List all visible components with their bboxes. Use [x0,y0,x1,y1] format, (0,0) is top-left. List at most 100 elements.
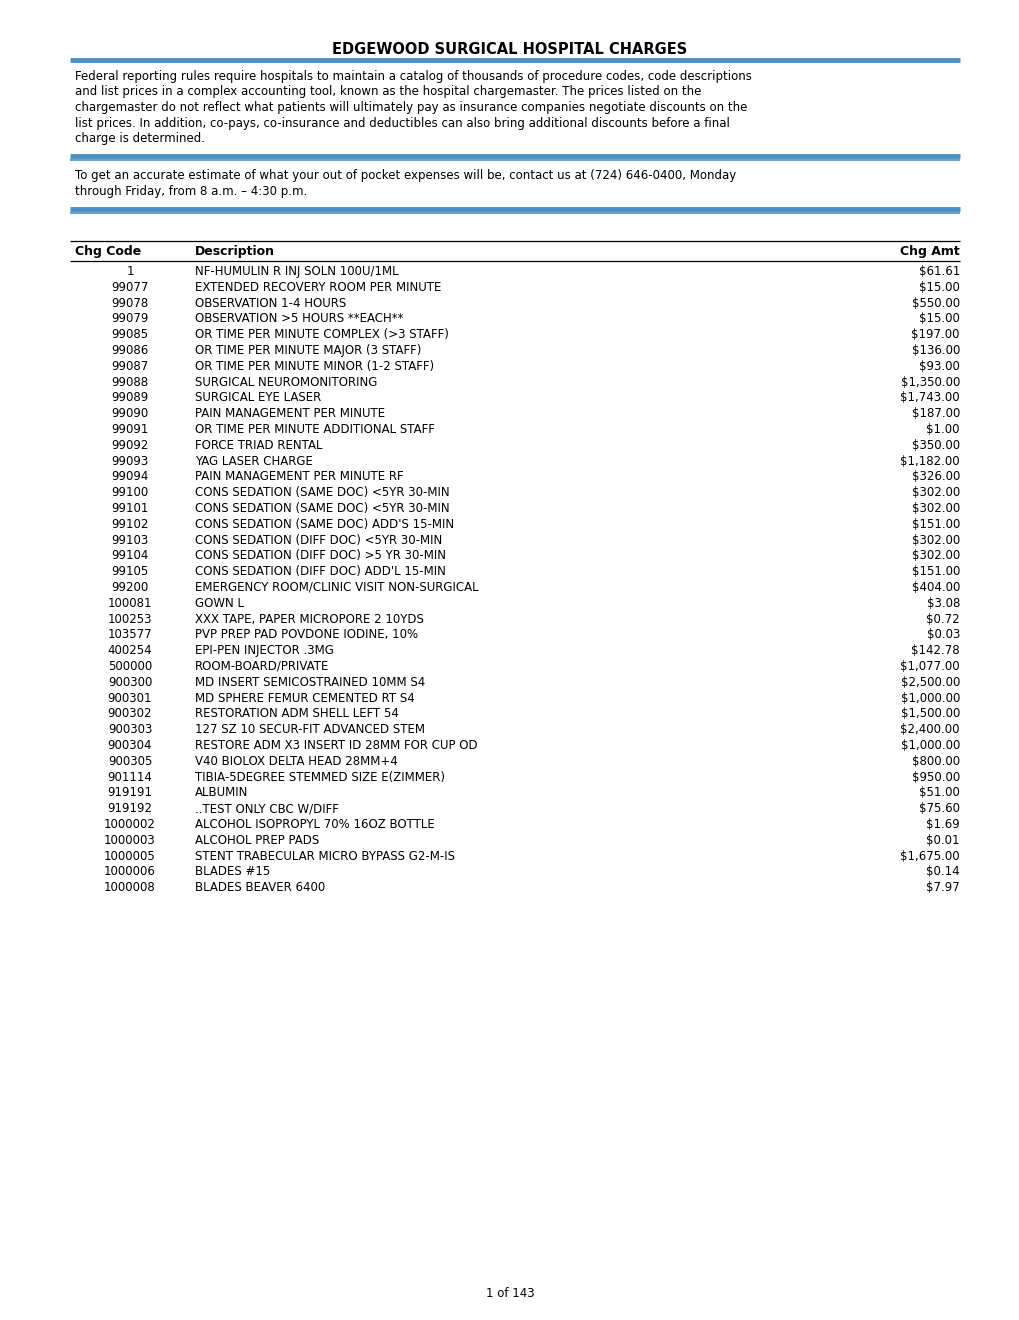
Text: ALCOHOL PREP PADS: ALCOHOL PREP PADS [195,834,319,847]
Text: $3.08: $3.08 [925,597,959,610]
Text: 99085: 99085 [111,329,149,341]
Text: 900300: 900300 [108,676,152,689]
Text: $15.00: $15.00 [918,281,959,294]
Text: $1,077.00: $1,077.00 [900,660,959,673]
Text: $0.01: $0.01 [925,834,959,847]
Text: EXTENDED RECOVERY ROOM PER MINUTE: EXTENDED RECOVERY ROOM PER MINUTE [195,281,441,294]
Text: ..TEST ONLY CBC W/DIFF: ..TEST ONLY CBC W/DIFF [195,803,338,816]
Text: V40 BIOLOX DELTA HEAD 28MM+4: V40 BIOLOX DELTA HEAD 28MM+4 [195,755,397,768]
Text: $326.00: $326.00 [911,470,959,483]
Text: $302.00: $302.00 [911,533,959,546]
Text: list prices. In addition, co-pays, co-insurance and deductibles can also bring a: list prices. In addition, co-pays, co-in… [75,116,730,129]
Text: 900305: 900305 [108,755,152,768]
Text: 900302: 900302 [108,708,152,721]
Text: $0.03: $0.03 [925,628,959,642]
Text: 99089: 99089 [111,392,149,404]
Text: 99088: 99088 [111,376,149,388]
Text: 100253: 100253 [108,612,152,626]
Text: 919191: 919191 [107,787,153,800]
Text: OBSERVATION >5 HOURS **EACH**: OBSERVATION >5 HOURS **EACH** [195,313,404,326]
Text: 99100: 99100 [111,486,149,499]
Text: 1000008: 1000008 [104,882,156,894]
Text: To get an accurate estimate of what your out of pocket expenses will be, contact: To get an accurate estimate of what your… [75,169,736,182]
Text: $151.00: $151.00 [911,565,959,578]
Text: $51.00: $51.00 [918,787,959,800]
Text: 99079: 99079 [111,313,149,326]
Text: PAIN MANAGEMENT PER MINUTE: PAIN MANAGEMENT PER MINUTE [195,407,385,420]
Text: 1000005: 1000005 [104,850,156,862]
Text: $1,675.00: $1,675.00 [900,850,959,862]
Text: CONS SEDATION (SAME DOC) ADD'S 15-MIN: CONS SEDATION (SAME DOC) ADD'S 15-MIN [195,517,453,531]
Text: $197.00: $197.00 [911,329,959,341]
Text: $800.00: $800.00 [911,755,959,768]
Text: 99091: 99091 [111,422,149,436]
Text: $2,400.00: $2,400.00 [900,723,959,737]
Text: EMERGENCY ROOM/CLINIC VISIT NON-SURGICAL: EMERGENCY ROOM/CLINIC VISIT NON-SURGICAL [195,581,478,594]
Text: TIBIA-5DEGREE STEMMED SIZE E(ZIMMER): TIBIA-5DEGREE STEMMED SIZE E(ZIMMER) [195,771,444,784]
Text: 919192: 919192 [107,803,153,816]
Text: 1: 1 [126,265,133,279]
Text: 99200: 99200 [111,581,149,594]
Text: $302.00: $302.00 [911,549,959,562]
Text: $15.00: $15.00 [918,313,959,326]
Text: and list prices in a complex accounting tool, known as the hospital chargemaster: and list prices in a complex accounting … [75,86,701,99]
Text: RESTORATION ADM SHELL LEFT 54: RESTORATION ADM SHELL LEFT 54 [195,708,398,721]
Text: 1 of 143: 1 of 143 [485,1287,534,1300]
Text: 900304: 900304 [108,739,152,752]
Text: Description: Description [195,244,275,257]
Text: 1000002: 1000002 [104,818,156,832]
Text: $1,182.00: $1,182.00 [900,454,959,467]
Text: $136.00: $136.00 [911,345,959,356]
Text: XXX TAPE, PAPER MICROPORE 2 10YDS: XXX TAPE, PAPER MICROPORE 2 10YDS [195,612,424,626]
Text: $1,743.00: $1,743.00 [900,392,959,404]
Text: EDGEWOOD SURGICAL HOSPITAL CHARGES: EDGEWOOD SURGICAL HOSPITAL CHARGES [332,42,687,57]
Text: PAIN MANAGEMENT PER MINUTE RF: PAIN MANAGEMENT PER MINUTE RF [195,470,404,483]
Text: 901114: 901114 [107,771,152,784]
Text: $142.78: $142.78 [911,644,959,657]
Text: OBSERVATION 1-4 HOURS: OBSERVATION 1-4 HOURS [195,297,345,310]
Text: BLADES BEAVER 6400: BLADES BEAVER 6400 [195,882,325,894]
Text: $0.72: $0.72 [925,612,959,626]
Text: 99102: 99102 [111,517,149,531]
Text: EPI-PEN INJECTOR .3MG: EPI-PEN INJECTOR .3MG [195,644,333,657]
Text: $1,000.00: $1,000.00 [900,739,959,752]
Text: 99093: 99093 [111,454,149,467]
Text: $187.00: $187.00 [911,407,959,420]
Text: 500000: 500000 [108,660,152,673]
Text: 99101: 99101 [111,502,149,515]
Text: $151.00: $151.00 [911,517,959,531]
Text: $404.00: $404.00 [911,581,959,594]
Text: 900301: 900301 [108,692,152,705]
Text: $61.61: $61.61 [918,265,959,279]
Text: CONS SEDATION (SAME DOC) <5YR 30-MIN: CONS SEDATION (SAME DOC) <5YR 30-MIN [195,502,449,515]
Text: 103577: 103577 [108,628,152,642]
Text: Chg Amt: Chg Amt [900,244,959,257]
Text: chargemaster do not reflect what patients will ultimately pay as insurance compa: chargemaster do not reflect what patient… [75,102,747,114]
Text: ALBUMIN: ALBUMIN [195,787,249,800]
Text: $1,500.00: $1,500.00 [900,708,959,721]
Text: $1,000.00: $1,000.00 [900,692,959,705]
Text: Federal reporting rules require hospitals to maintain a catalog of thousands of : Federal reporting rules require hospital… [75,70,751,83]
Text: OR TIME PER MINUTE COMPLEX (>3 STAFF): OR TIME PER MINUTE COMPLEX (>3 STAFF) [195,329,448,341]
Text: 1000006: 1000006 [104,866,156,878]
Text: $302.00: $302.00 [911,486,959,499]
Text: CONS SEDATION (DIFF DOC) <5YR 30-MIN: CONS SEDATION (DIFF DOC) <5YR 30-MIN [195,533,442,546]
Text: RESTORE ADM X3 INSERT ID 28MM FOR CUP OD: RESTORE ADM X3 INSERT ID 28MM FOR CUP OD [195,739,477,752]
Text: 99078: 99078 [111,297,149,310]
Text: $93.00: $93.00 [918,360,959,372]
Text: FORCE TRIAD RENTAL: FORCE TRIAD RENTAL [195,438,322,451]
Text: 100081: 100081 [108,597,152,610]
Text: $302.00: $302.00 [911,502,959,515]
Text: STENT TRABECULAR MICRO BYPASS G2-M-IS: STENT TRABECULAR MICRO BYPASS G2-M-IS [195,850,454,862]
Text: 99090: 99090 [111,407,149,420]
Text: SURGICAL EYE LASER: SURGICAL EYE LASER [195,392,321,404]
Text: OR TIME PER MINUTE MINOR (1-2 STAFF): OR TIME PER MINUTE MINOR (1-2 STAFF) [195,360,434,372]
Text: ALCOHOL ISOPROPYL 70% 16OZ BOTTLE: ALCOHOL ISOPROPYL 70% 16OZ BOTTLE [195,818,434,832]
Text: PVP PREP PAD POVDONE IODINE, 10%: PVP PREP PAD POVDONE IODINE, 10% [195,628,418,642]
Text: 900303: 900303 [108,723,152,737]
Text: $1.00: $1.00 [925,422,959,436]
Text: $2,500.00: $2,500.00 [900,676,959,689]
Text: CONS SEDATION (DIFF DOC) ADD'L 15-MIN: CONS SEDATION (DIFF DOC) ADD'L 15-MIN [195,565,445,578]
Text: $550.00: $550.00 [911,297,959,310]
Text: OR TIME PER MINUTE MAJOR (3 STAFF): OR TIME PER MINUTE MAJOR (3 STAFF) [195,345,421,356]
